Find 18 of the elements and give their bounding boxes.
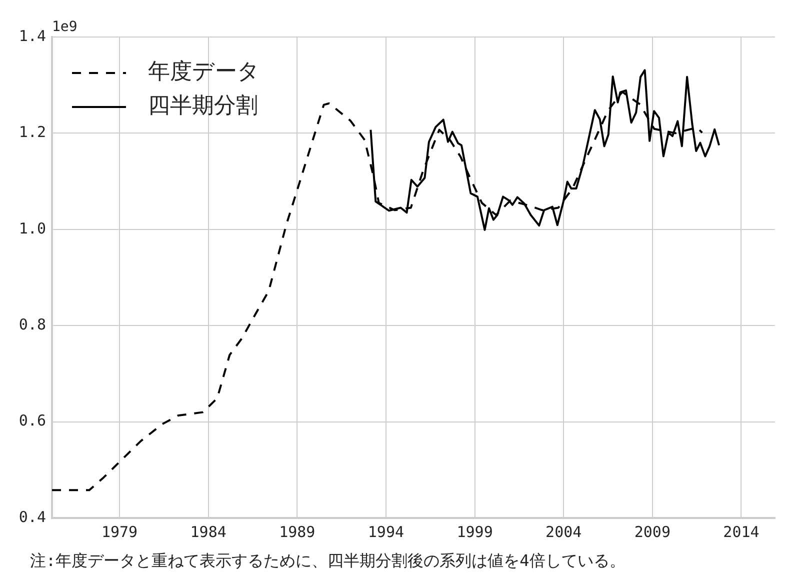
x-tick-label: 1999 — [456, 522, 493, 541]
x-tick-label: 1984 — [190, 522, 226, 541]
y-tick-label: 1.2 — [18, 123, 46, 142]
x-tick-label: 1994 — [368, 522, 404, 541]
legend-label: 四半期分割 — [148, 94, 258, 119]
x-tick-label: 1979 — [101, 522, 138, 541]
text: 1e9 — [52, 19, 78, 35]
legend-label: 年度データ — [148, 60, 260, 85]
y-tick-label: 0.8 — [18, 315, 46, 334]
y-tick-label: 1.4 — [18, 26, 46, 45]
text: 注:年度データと重ねて表示するために、四半期分割後の系列は値を4倍している。 — [30, 551, 626, 570]
y-tick-label: 0.6 — [18, 412, 46, 430]
x-tick-label: 2014 — [723, 522, 760, 541]
y-tick-label: 0.4 — [18, 508, 46, 526]
x-tick-label: 1989 — [279, 522, 316, 541]
y-tick-label: 1.0 — [18, 219, 46, 238]
x-tick-label: 2009 — [634, 522, 670, 541]
x-tick-label: 2004 — [546, 522, 582, 541]
